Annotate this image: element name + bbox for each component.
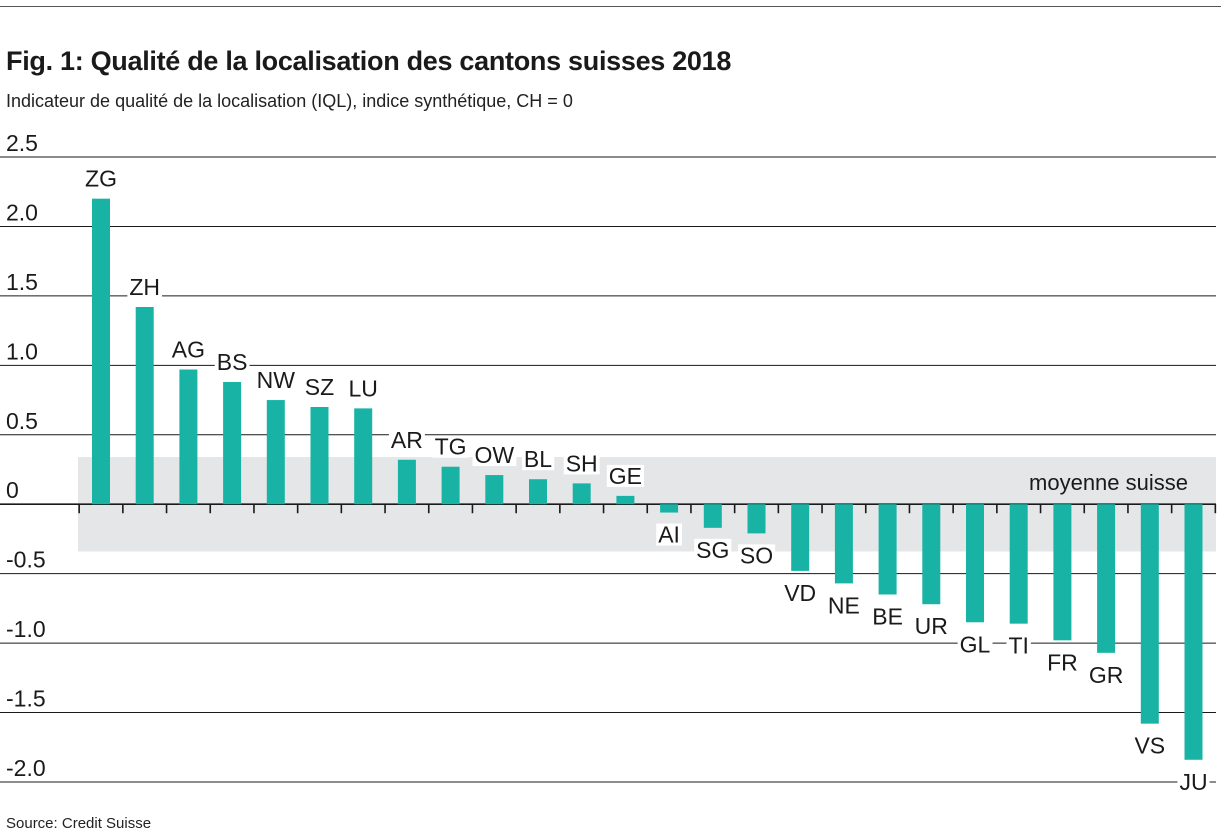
bar-ge	[616, 495, 635, 505]
bar-bs	[223, 382, 242, 505]
bar-label-ar: AR	[391, 427, 423, 453]
bar-ne	[834, 504, 853, 584]
bar-label-bl: BL	[524, 446, 552, 472]
bar-label-gl: GL	[960, 631, 991, 657]
bar-label-bs: BS	[217, 349, 248, 375]
bar-label-ge: GE	[609, 463, 642, 489]
bar-label-backdrop	[957, 633, 993, 656]
bar-label-backdrop	[870, 605, 905, 628]
bar-label-backdrop	[825, 594, 862, 617]
bar-label-ne: NE	[828, 592, 860, 618]
bar-gl	[966, 504, 984, 623]
bar-label-backdrop	[83, 167, 119, 190]
bar-zg	[92, 198, 110, 505]
bar-label-ur: UR	[915, 613, 948, 639]
bar-bl	[529, 479, 547, 505]
bar-vd	[791, 504, 810, 571]
bar-label-backdrop	[1177, 770, 1210, 793]
bar-label-backdrop	[563, 452, 600, 475]
band-label: moyenne suisse	[1029, 470, 1188, 495]
bar-label-fr: FR	[1047, 649, 1078, 675]
bar-label-tg: TG	[435, 434, 467, 460]
bar-label-backdrop	[432, 435, 469, 458]
chart-title: Fig. 1: Qualité de la localisation des c…	[6, 46, 732, 76]
bar-label-backdrop	[1086, 663, 1126, 686]
bar-sh	[572, 483, 591, 505]
bar-label-backdrop	[521, 448, 555, 471]
bar-label-backdrop	[656, 523, 682, 546]
bar-label-sz: SZ	[305, 374, 334, 400]
bar-label-backdrop	[912, 615, 950, 638]
bar-label-backdrop	[127, 276, 163, 298]
bar-label-backdrop	[1132, 734, 1168, 757]
bar-label-be: BE	[872, 604, 903, 630]
y-tick-label: -1.5	[6, 686, 46, 712]
bar-label-backdrop	[472, 444, 517, 467]
y-tick-label: 1.0	[6, 338, 38, 364]
bar-so	[747, 504, 766, 534]
bar-fr	[1053, 504, 1072, 641]
bar-ow	[485, 475, 504, 505]
bar-label-sg: SG	[696, 537, 729, 563]
bar-label-backdrop	[302, 376, 337, 398]
bar-label-ai: AI	[658, 522, 680, 548]
bar-gr	[1097, 504, 1116, 653]
bar-label-backdrop	[606, 464, 645, 487]
bar-label-vs: VS	[1134, 733, 1165, 759]
bar-nw	[266, 400, 285, 505]
top-rule	[0, 6, 1221, 7]
bar-label-backdrop	[169, 338, 208, 361]
bar-ju	[1184, 504, 1203, 760]
bar-vs	[1140, 504, 1159, 724]
bar-sg	[703, 504, 722, 528]
bar-ai	[660, 504, 679, 513]
bar-label-ju: JU	[1179, 769, 1207, 795]
y-tick-label: 1.5	[6, 269, 38, 295]
bar-label-backdrop	[737, 544, 776, 567]
y-tick-label: -0.5	[6, 547, 46, 573]
bar-label-lu: LU	[348, 375, 377, 401]
bar-label-backdrop	[346, 377, 380, 400]
bar-label-backdrop	[782, 581, 819, 604]
bar-label-backdrop	[388, 428, 425, 451]
y-tick-label: 2.5	[6, 130, 38, 156]
bar-label-backdrop	[1045, 651, 1080, 674]
y-tick-label: 0.5	[6, 408, 38, 434]
bar-label-gr: GR	[1089, 662, 1124, 688]
bar-label-backdrop	[254, 369, 298, 392]
chart-subtitle: Indicateur de qualité de la localisation…	[6, 91, 573, 111]
bar-label-zg: ZG	[85, 166, 117, 192]
bar-ur	[922, 504, 941, 605]
bar-label-zh: ZH	[129, 274, 160, 300]
bar-zh	[135, 307, 154, 505]
bar-ti	[1009, 504, 1028, 624]
bar-label-backdrop	[214, 351, 250, 373]
bar-label-vd: VD	[784, 580, 816, 606]
bar-label-so: SO	[740, 542, 773, 568]
y-tick-label: -1.0	[6, 616, 46, 642]
chart-source: Source: Credit Suisse	[6, 815, 152, 832]
bar-label-ow: OW	[474, 442, 514, 468]
bar-label-backdrop	[1006, 634, 1031, 657]
bar-label-nw: NW	[257, 367, 296, 393]
bar-ar	[397, 459, 416, 505]
bar-label-ti: TI	[1008, 633, 1028, 659]
bar-be	[878, 504, 897, 595]
y-tick-label: 0	[6, 477, 19, 503]
bar-label-ag: AG	[172, 337, 205, 363]
y-tick-label: 2.0	[6, 199, 38, 225]
y-tick-label: -2.0	[6, 755, 46, 781]
bar-label-sh: SH	[566, 450, 598, 476]
bar-lu	[354, 408, 373, 505]
bar-sz	[310, 407, 329, 505]
bar-ag	[179, 369, 198, 505]
bar-tg	[441, 466, 460, 505]
bar-label-backdrop	[694, 538, 732, 561]
